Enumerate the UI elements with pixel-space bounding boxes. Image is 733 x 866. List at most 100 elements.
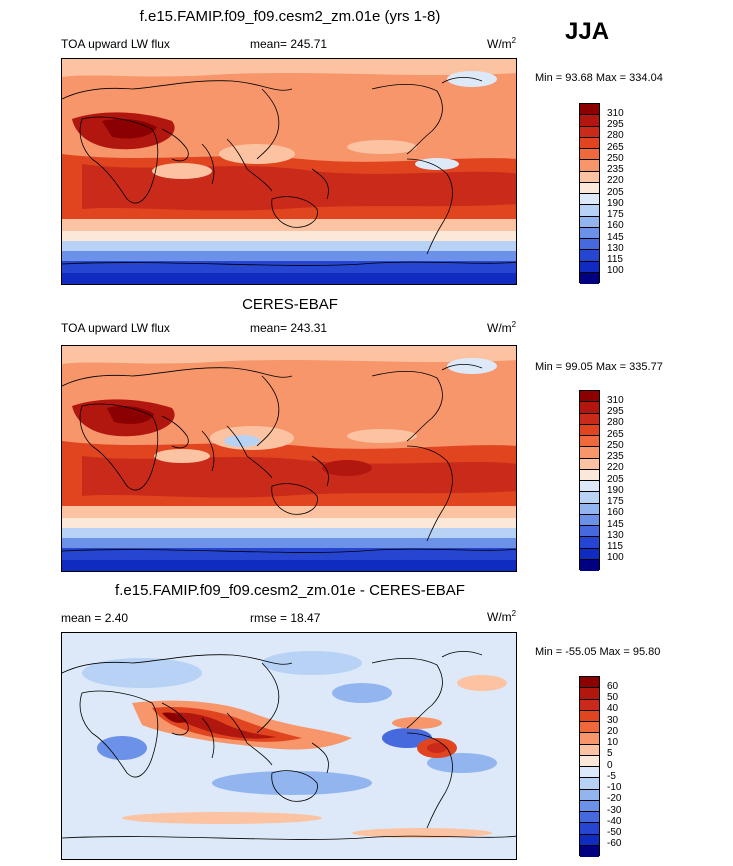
colorbar-label: 115 bbox=[607, 254, 623, 265]
colorbar-label: 145 bbox=[607, 232, 624, 243]
panel-3-units: W/m2 bbox=[487, 609, 517, 624]
colorbar-label: 130 bbox=[607, 530, 624, 541]
colorbar-label: 265 bbox=[607, 142, 624, 153]
panel-1-colorbar bbox=[579, 103, 600, 284]
panel-3-rmse-label: rmse = 18.47 bbox=[250, 611, 321, 625]
colorbar-swatch bbox=[580, 391, 599, 403]
colorbar-label: 295 bbox=[607, 406, 624, 417]
panel-2-variable-label: TOA upward LW flux bbox=[61, 321, 170, 335]
colorbar-label: 265 bbox=[607, 429, 624, 440]
colorbar-label: -10 bbox=[607, 782, 622, 793]
colorbar-label: 280 bbox=[607, 130, 624, 141]
colorbar-label: 115 bbox=[607, 541, 623, 552]
colorbar-swatch bbox=[580, 733, 599, 745]
colorbar-swatch bbox=[580, 548, 599, 560]
colorbar-swatch bbox=[580, 778, 599, 790]
colorbar-label: 100 bbox=[607, 552, 624, 563]
colorbar-swatch bbox=[580, 205, 599, 217]
panel-2-colorbar bbox=[579, 390, 600, 571]
colorbar-swatch bbox=[580, 182, 599, 194]
colorbar-label: 20 bbox=[607, 726, 619, 737]
colorbar-label: 130 bbox=[607, 243, 624, 254]
colorbar-swatch bbox=[580, 514, 599, 526]
colorbar-swatch bbox=[580, 424, 599, 436]
colorbar-swatch bbox=[580, 160, 599, 172]
colorbar-label: 205 bbox=[607, 474, 624, 485]
panel-1-map bbox=[61, 58, 517, 285]
panel-1-mean-label: mean= 245.71 bbox=[250, 37, 328, 51]
colorbar-label: 10 bbox=[607, 737, 619, 748]
colorbar-swatch bbox=[580, 503, 599, 515]
colorbar-swatch bbox=[580, 447, 599, 459]
colorbar-swatch bbox=[580, 115, 599, 127]
colorbar-swatch bbox=[580, 699, 599, 711]
colorbar-swatch bbox=[580, 402, 599, 414]
colorbar-swatch bbox=[580, 755, 599, 767]
colorbar-label: 0 bbox=[607, 760, 613, 771]
panel-2-units: W/m2 bbox=[487, 320, 517, 335]
colorbar-swatch bbox=[580, 812, 599, 824]
colorbar-label: -40 bbox=[607, 816, 622, 827]
colorbar-label: 235 bbox=[607, 164, 624, 175]
panel-2-map bbox=[61, 345, 517, 572]
colorbar-swatch bbox=[580, 436, 599, 448]
colorbar-label: -20 bbox=[607, 793, 622, 804]
season-label: JJA bbox=[565, 18, 610, 45]
colorbar-swatch bbox=[580, 845, 599, 857]
colorbar-label: 160 bbox=[607, 220, 624, 231]
colorbar-label: 175 bbox=[607, 496, 624, 507]
colorbar-swatch bbox=[580, 688, 599, 700]
colorbar-label: 220 bbox=[607, 462, 624, 473]
colorbar-swatch bbox=[580, 767, 599, 779]
colorbar-swatch bbox=[580, 834, 599, 846]
colorbar-label: 310 bbox=[607, 108, 624, 119]
colorbar-label: -60 bbox=[607, 838, 622, 849]
colorbar-swatch bbox=[580, 744, 599, 756]
panel-2-minmax: Min = 99.05 Max = 335.77 bbox=[535, 361, 663, 373]
colorbar-swatch bbox=[580, 104, 599, 116]
colorbar-label: -30 bbox=[607, 805, 622, 816]
colorbar-swatch bbox=[580, 710, 599, 722]
colorbar-swatch bbox=[580, 537, 599, 549]
colorbar-label: 5 bbox=[607, 748, 613, 759]
colorbar-label: 145 bbox=[607, 519, 624, 530]
colorbar-swatch bbox=[580, 137, 599, 149]
panel-1-title: f.e15.FAMIP.f09_f09.cesm2_zm.01e (yrs 1-… bbox=[139, 8, 441, 25]
colorbar-swatch bbox=[580, 216, 599, 228]
colorbar-label: 250 bbox=[607, 440, 624, 451]
colorbar-swatch bbox=[580, 722, 599, 734]
colorbar-label: -5 bbox=[607, 771, 616, 782]
colorbar-swatch bbox=[580, 823, 599, 835]
panel-3-minmax: Min = -55.05 Max = 95.80 bbox=[535, 646, 661, 658]
colorbar-swatch bbox=[580, 194, 599, 206]
colorbar-label: -50 bbox=[607, 827, 622, 838]
colorbar-label: 190 bbox=[607, 485, 624, 496]
colorbar-swatch bbox=[580, 492, 599, 504]
colorbar-label: 30 bbox=[607, 715, 619, 726]
colorbar-swatch bbox=[580, 239, 599, 251]
colorbar-label: 50 bbox=[607, 692, 619, 703]
colorbar-label: 250 bbox=[607, 153, 624, 164]
colorbar-swatch bbox=[580, 171, 599, 183]
colorbar-label: 60 bbox=[607, 681, 619, 692]
colorbar-swatch bbox=[580, 413, 599, 425]
colorbar-label: 175 bbox=[607, 209, 624, 220]
colorbar-swatch bbox=[580, 677, 599, 689]
colorbar-swatch bbox=[580, 149, 599, 161]
colorbar-swatch bbox=[580, 458, 599, 470]
colorbar-label: 40 bbox=[607, 703, 619, 714]
colorbar-swatch bbox=[580, 250, 599, 262]
panel-3-mean-label: mean = 2.40 bbox=[61, 611, 129, 625]
colorbar-swatch bbox=[580, 227, 599, 239]
colorbar-swatch bbox=[580, 469, 599, 481]
colorbar-label: 235 bbox=[607, 451, 624, 462]
colorbar-label: 295 bbox=[607, 119, 624, 130]
colorbar-swatch bbox=[580, 261, 599, 273]
colorbar-swatch bbox=[580, 559, 599, 571]
panel-3-map bbox=[61, 632, 517, 860]
colorbar-swatch bbox=[580, 126, 599, 138]
panel-3-title: f.e15.FAMIP.f09_f09.cesm2_zm.01e - CERES… bbox=[115, 582, 465, 599]
panel-1-units: W/m2 bbox=[487, 36, 517, 51]
colorbar-label: 160 bbox=[607, 507, 624, 518]
panel-2-mean-label: mean= 243.31 bbox=[250, 321, 328, 335]
